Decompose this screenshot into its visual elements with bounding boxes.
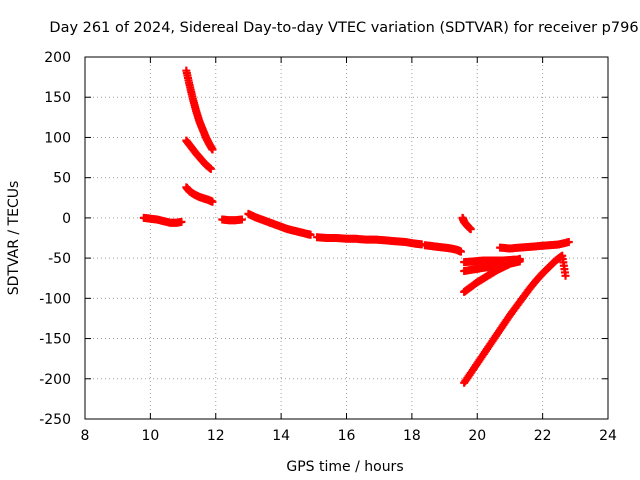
series-arc6 (244, 209, 315, 239)
plot-frame (84, 56, 609, 420)
y-tick-label: -150 (39, 332, 71, 348)
y-tick-label: -50 (48, 251, 71, 267)
series-arc12 (460, 254, 524, 296)
series-arc8 (420, 241, 465, 256)
y-axis-label: SDTVAR / TECUs (6, 181, 22, 296)
y-tick-labels: -250 -200 -150 -100 -50 0 50 100 150 200 (39, 50, 71, 428)
series-arc5 (218, 215, 246, 225)
y-tick-label: 50 (53, 171, 71, 187)
x-tick-label: 20 (468, 428, 486, 444)
data-point (237, 215, 246, 224)
series-arc4 (182, 183, 217, 206)
x-tick-label: 14 (272, 428, 290, 444)
x-tick-label: 18 (403, 428, 421, 444)
series-arc1 (139, 213, 186, 227)
y-tick-label: 200 (44, 50, 71, 66)
x-axis-label: GPS time / hours (286, 459, 403, 475)
chart-title: Day 261 of 2024, Sidereal Day-to-day VTE… (49, 20, 638, 36)
series-arc14 (460, 251, 570, 387)
series-arc7 (313, 233, 426, 249)
data-point (206, 164, 215, 173)
data-point (466, 225, 475, 234)
x-tick-labels: 8 10 12 14 16 18 20 22 24 (81, 428, 617, 444)
data-points (139, 66, 573, 387)
x-tick-label: 24 (599, 428, 617, 444)
x-tick-label: 10 (141, 428, 159, 444)
data-point (208, 197, 217, 206)
y-tick-label: -200 (39, 372, 71, 388)
y-tick-label: 100 (44, 130, 71, 146)
y-tick-label: 0 (62, 211, 71, 227)
series-arc9 (458, 213, 475, 234)
data-point (515, 254, 524, 263)
x-tick-label: 12 (207, 428, 225, 444)
data-point (208, 145, 217, 154)
series-arc13 (496, 238, 573, 253)
x-tick-label: 22 (534, 428, 552, 444)
y-tick-label: -250 (39, 412, 71, 428)
data-point (306, 230, 315, 239)
x-tick-label: 8 (81, 428, 90, 444)
data-point (564, 238, 573, 247)
data-point (456, 247, 465, 256)
series-arc2 (182, 66, 217, 154)
y-tick-label: 150 (44, 90, 71, 106)
y-tick-label: -100 (39, 291, 71, 307)
data-point (177, 217, 186, 226)
series-arc3 (182, 136, 215, 173)
data-point (561, 271, 570, 280)
x-tick-label: 16 (338, 428, 356, 444)
